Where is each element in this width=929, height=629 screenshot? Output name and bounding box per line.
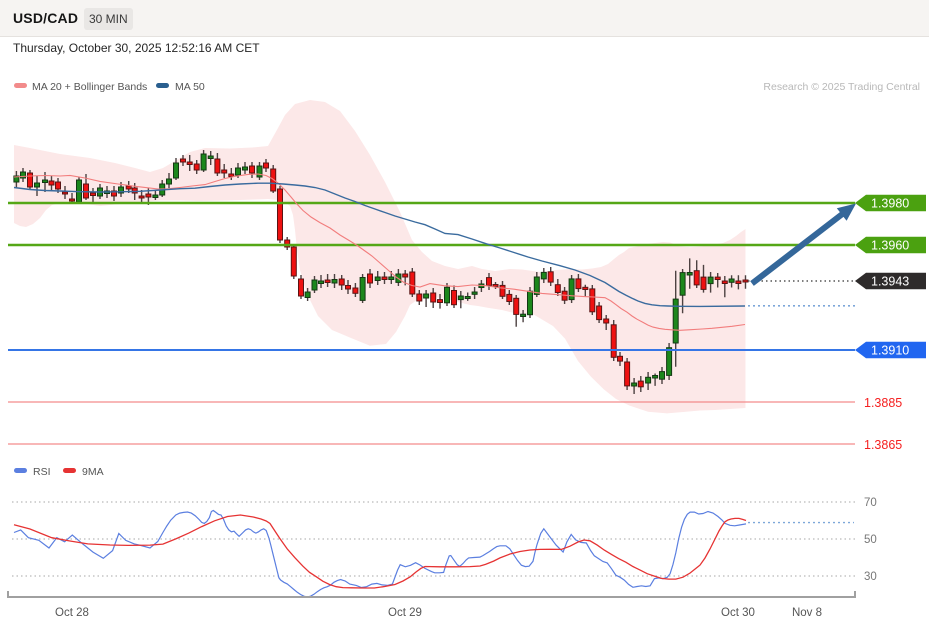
svg-text:Nov 8: Nov 8 xyxy=(792,607,822,619)
svg-text:Oct 28: Oct 28 xyxy=(55,607,89,619)
svg-text:Oct 29: Oct 29 xyxy=(388,607,422,619)
svg-text:Oct 30: Oct 30 xyxy=(721,607,755,619)
svg-text:9MA: 9MA xyxy=(82,466,104,478)
svg-text:50: 50 xyxy=(864,534,877,546)
svg-text:MA 50: MA 50 xyxy=(175,81,205,93)
svg-text:RSI: RSI xyxy=(33,466,51,478)
svg-text:1.3910: 1.3910 xyxy=(871,343,909,357)
svg-text:Research © 2025 Trading Centra: Research © 2025 Trading Central xyxy=(763,81,920,93)
svg-text:1.3980: 1.3980 xyxy=(871,196,909,210)
svg-text:1.3865: 1.3865 xyxy=(864,438,902,452)
svg-text:70: 70 xyxy=(864,497,877,509)
svg-text:1.3885: 1.3885 xyxy=(864,396,902,410)
svg-text:30: 30 xyxy=(864,571,877,583)
svg-text:1.3943: 1.3943 xyxy=(871,274,909,288)
svg-text:MA 20 + Bollinger Bands: MA 20 + Bollinger Bands xyxy=(32,81,147,93)
svg-text:1.3960: 1.3960 xyxy=(871,238,909,252)
